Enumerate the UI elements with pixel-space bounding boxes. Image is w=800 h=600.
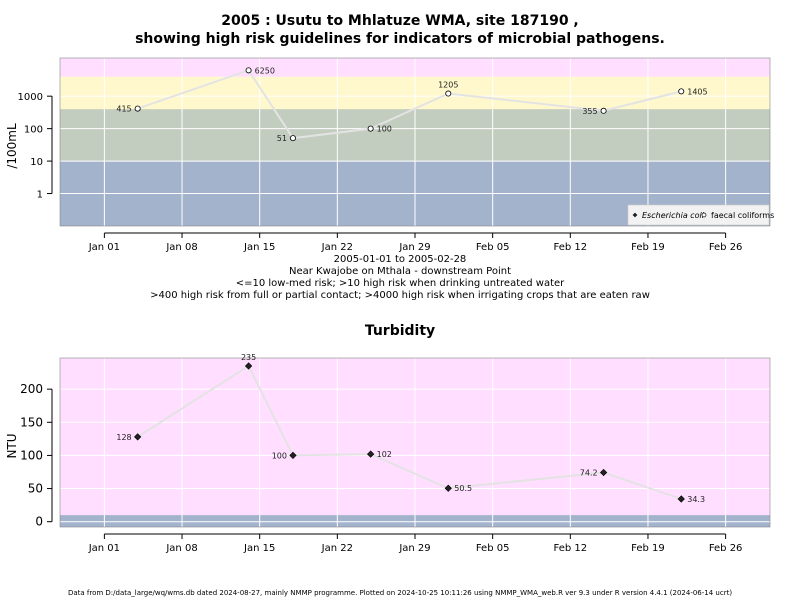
micro-data-label: 355 — [582, 107, 597, 116]
legend-box — [627, 204, 770, 226]
turb-data-point — [677, 495, 685, 503]
legend-label-faecal: faecal coliforms — [711, 211, 774, 220]
turb-y-tick-label: 50 — [28, 482, 43, 496]
micro-data-point — [245, 67, 252, 74]
footer-note: Data from D:/data_large/wq/wms.db dated … — [67, 589, 733, 597]
micro-data-point — [134, 105, 141, 112]
micro-x-tick-label: Feb 19 — [631, 242, 665, 253]
micro-y-tick-label: 100 — [24, 125, 43, 136]
turb-data-label: 74.2 — [580, 469, 598, 478]
turb-data-label: 34.3 — [687, 495, 705, 504]
turb-x-tick-label: Feb 05 — [476, 543, 510, 554]
turb-y-tick-label: 150 — [20, 415, 43, 429]
turb-data-point — [134, 433, 142, 441]
turb-x-tick-label: Feb 19 — [631, 543, 665, 554]
legend-label-ecoli: Escherichia coli — [642, 211, 705, 220]
subtitle-date-range: 2005-01-01 to 2005-02-28 — [333, 254, 467, 265]
subtitle-guideline2: >400 high risk from full or partial cont… — [150, 290, 650, 301]
micro-data-point — [367, 125, 374, 132]
turb-data-label: 128 — [116, 433, 131, 442]
micro-y-axis-label: /100mL — [5, 123, 19, 169]
micro-x-tick-label: Feb 12 — [554, 242, 588, 253]
legend-marker-ecoli — [632, 212, 638, 218]
micro-y-tick-label: 1 — [37, 190, 43, 201]
micro-x-tick-label: Jan 22 — [321, 242, 353, 253]
turb-data-point — [289, 451, 297, 460]
turb-data-point — [444, 484, 452, 492]
micro-x-tick-label: Jan 08 — [165, 242, 197, 253]
turb-data-point — [244, 362, 253, 370]
turb-x-tick-label: Jan 01 — [88, 543, 120, 554]
turb-y-tick-label: 100 — [20, 448, 43, 462]
legend-marker-faecal — [701, 212, 707, 218]
micro-x-tick-label: Feb 26 — [709, 242, 743, 253]
chart-title-line1: 2005 : Usutu to Mhlatuze WMA, site 18719… — [221, 13, 579, 29]
micro-x-tick-label: Feb 05 — [476, 242, 510, 253]
turb-data-point — [599, 468, 608, 477]
subtitle-location: Near Kwajobe on Mthala - downstream Poin… — [288, 266, 512, 277]
micro-data-point — [600, 107, 607, 114]
turb-data-label: 50.5 — [454, 484, 472, 493]
micro-data-label: 1405 — [687, 87, 707, 96]
micro-data-label: 51 — [277, 134, 287, 143]
micro-x-tick-label: Jan 15 — [243, 242, 275, 253]
turb-y-tick-label: 0 — [35, 515, 43, 529]
turb-y-axis-label: NTU — [5, 433, 19, 458]
micro-x-tick-label: Jan 29 — [398, 242, 430, 253]
micro-data-label: 415 — [116, 105, 131, 114]
micro-plot-frame — [59, 57, 771, 227]
turb-data-point — [367, 450, 375, 458]
micro-data-label: 6250 — [255, 66, 275, 75]
turb-data-label: 102 — [377, 450, 392, 459]
micro-data-point — [445, 90, 452, 97]
turbidity-title: Turbidity — [364, 323, 436, 339]
turb-x-tick-label: Jan 08 — [165, 543, 197, 554]
micro-y-tick-label: 10 — [30, 157, 43, 168]
micro-y-tick-label: 1000 — [18, 92, 43, 103]
micro-data-label: 1205 — [438, 81, 458, 90]
chart-title-line2: showing high risk guidelines for indicat… — [135, 31, 665, 47]
turb-plot-frame — [59, 357, 771, 528]
micro-data-point — [289, 135, 296, 142]
turb-y-tick-label: 200 — [20, 382, 43, 396]
turb-data-label: 235 — [241, 353, 256, 362]
turb-x-tick-label: Jan 29 — [398, 543, 430, 554]
turb-x-tick-label: Jan 22 — [321, 543, 353, 554]
turb-data-label: 100 — [272, 451, 287, 460]
turb-x-tick-label: Feb 12 — [554, 543, 588, 554]
micro-x-tick-label: Jan 01 — [88, 242, 120, 253]
subtitle-guideline1: <=10 low-med risk; >10 high risk when dr… — [235, 278, 565, 289]
micro-data-point — [678, 88, 685, 95]
micro-data-label: 100 — [377, 125, 392, 134]
turb-x-tick-label: Feb 26 — [709, 543, 743, 554]
turb-x-tick-label: Jan 15 — [243, 543, 275, 554]
